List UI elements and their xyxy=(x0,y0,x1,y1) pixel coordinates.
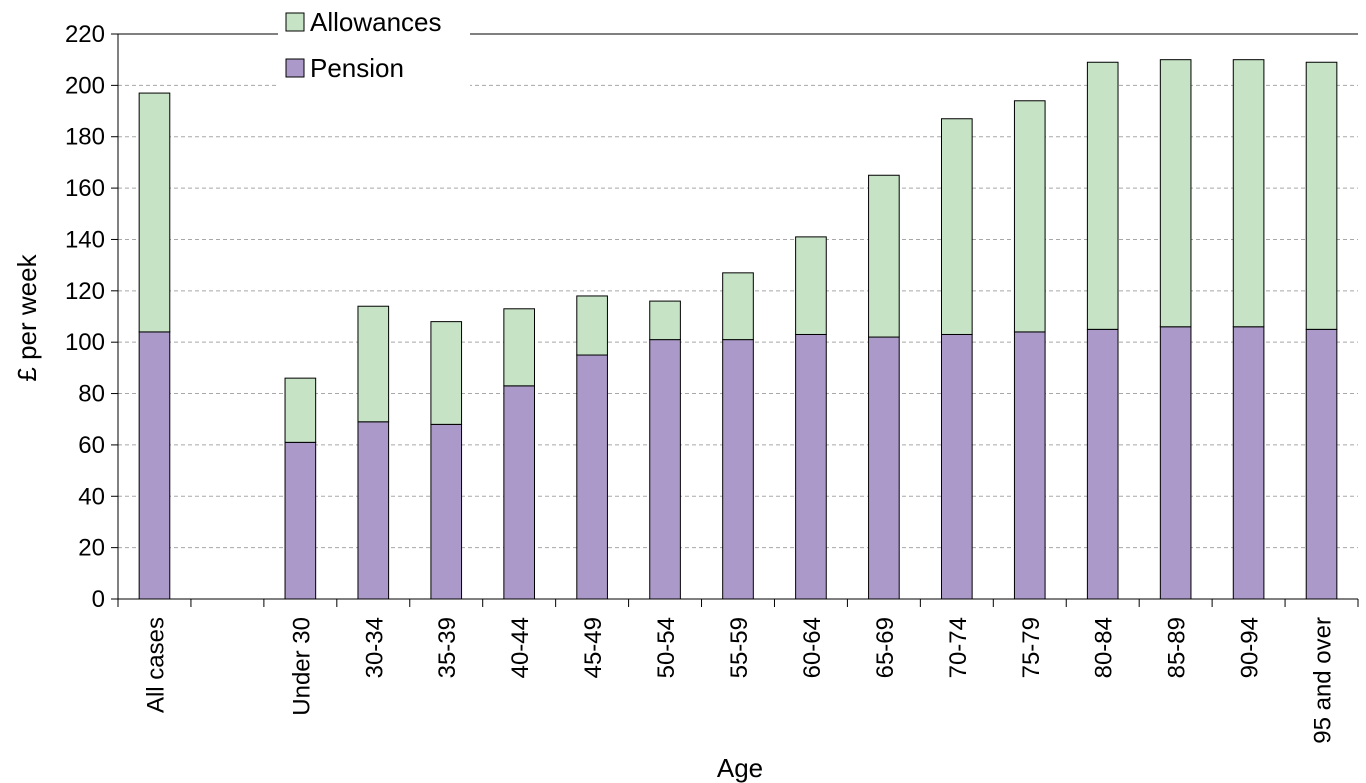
bars xyxy=(138,59,1338,600)
legend: Allowances Pension xyxy=(278,6,470,98)
bar-pension-95-and-over xyxy=(1305,328,1338,600)
y-tick-label: 220 xyxy=(65,21,105,48)
legend-label-allowances: Allowances xyxy=(310,7,442,37)
bar-pension-75-79 xyxy=(1013,331,1046,600)
x-tick-label: 35-39 xyxy=(434,617,461,678)
bar-allowances-30-34 xyxy=(357,305,390,423)
y-tick-label: 140 xyxy=(65,226,105,253)
bar-allowances-40-44 xyxy=(503,308,535,387)
x-tick-label: 75-79 xyxy=(1018,617,1045,678)
bar-pension-under-30 xyxy=(284,441,317,600)
bar-allowances-all-cases xyxy=(138,92,171,333)
bar-allowances-60-64 xyxy=(795,236,827,335)
x-tick-label: All cases xyxy=(142,617,169,713)
y-tick-label: 180 xyxy=(65,124,105,151)
bar-pension-35-39 xyxy=(430,423,463,600)
bar-allowances-80-84 xyxy=(1086,61,1119,330)
bar-allowances-90-94 xyxy=(1232,59,1265,328)
bar-pension-30-34 xyxy=(357,421,390,600)
y-axis-title: £ per week xyxy=(12,253,42,381)
y-tick-label: 160 xyxy=(65,175,105,202)
x-tick-label: 65-69 xyxy=(872,617,899,678)
x-tick-label: 90-94 xyxy=(1237,617,1264,678)
y-tick-label: 0 xyxy=(92,586,105,613)
x-tick-label: 55-59 xyxy=(726,617,753,678)
legend-label-pension: Pension xyxy=(310,53,404,83)
bar-allowances-45-49 xyxy=(576,295,608,356)
bar-pension-60-64 xyxy=(795,333,827,600)
bar-pension-90-94 xyxy=(1232,326,1265,600)
legend-swatch-pension xyxy=(285,58,305,78)
bar-allowances-35-39 xyxy=(430,321,463,425)
x-tick-label: 60-64 xyxy=(799,617,826,678)
x-tick-label: 40-44 xyxy=(507,617,534,678)
bar-allowances-70-74 xyxy=(941,118,973,335)
y-tick-label: 100 xyxy=(65,329,105,356)
legend-swatch-allowances xyxy=(285,12,305,32)
x-tick-label: Under 30 xyxy=(288,617,315,716)
bar-allowances-under-30 xyxy=(284,377,317,443)
x-tick-label: 85-89 xyxy=(1164,617,1191,678)
bar-allowances-95-and-over xyxy=(1305,61,1338,330)
y-tick-label: 80 xyxy=(78,381,105,408)
bar-pension-all-cases xyxy=(138,331,171,600)
bar-pension-45-49 xyxy=(576,354,608,600)
y-tick-label: 120 xyxy=(65,278,105,305)
bar-pension-80-84 xyxy=(1086,328,1119,600)
x-tick-label: 80-84 xyxy=(1091,617,1118,678)
bar-pension-40-44 xyxy=(503,385,535,600)
bar-pension-70-74 xyxy=(941,333,973,600)
bar-allowances-85-89 xyxy=(1159,59,1192,328)
bar-pension-55-59 xyxy=(722,339,754,600)
tick-labels: 0 20 40 60 80 100 120 140 160 180 200 220 All cases U… xyxy=(65,21,1337,744)
x-tick-label: 50-54 xyxy=(653,617,680,678)
bar-allowances-55-59 xyxy=(722,272,754,341)
y-tick-label: 40 xyxy=(78,483,105,510)
bar-allowances-65-69 xyxy=(868,174,900,338)
bar-pension-65-69 xyxy=(868,336,900,600)
legend-background xyxy=(278,6,470,98)
x-tick-label: 30-34 xyxy=(361,617,388,678)
y-tick-label: 60 xyxy=(78,432,105,459)
x-axis-title: Age xyxy=(717,753,763,783)
y-tick-label: 20 xyxy=(78,535,105,562)
x-tick-label: 95 and over xyxy=(1310,617,1337,744)
bar-allowances-50-54 xyxy=(649,300,681,341)
bar-pension-85-89 xyxy=(1159,326,1192,600)
bar-allowances-75-79 xyxy=(1013,100,1046,333)
x-tick-label: 70-74 xyxy=(945,617,972,678)
y-tick-label: 200 xyxy=(65,72,105,99)
bar-pension-50-54 xyxy=(649,339,681,600)
x-tick-label: 45-49 xyxy=(580,617,607,678)
